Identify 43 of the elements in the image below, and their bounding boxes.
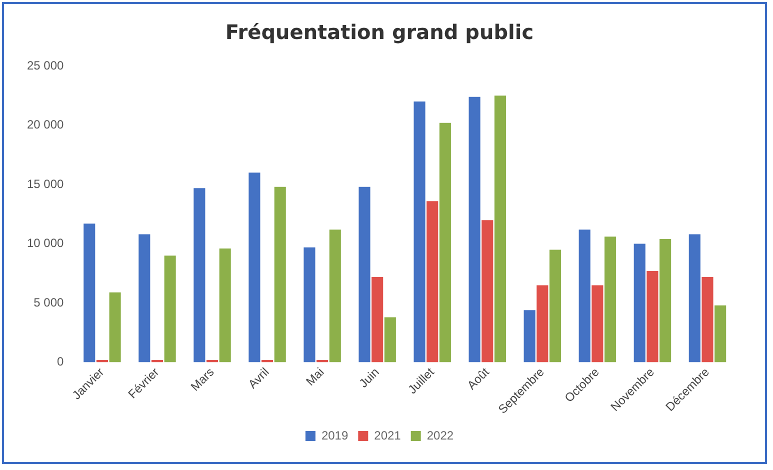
y-tick-label: 5 000	[34, 295, 64, 310]
bar	[482, 220, 494, 362]
bar	[634, 244, 646, 362]
bar	[688, 234, 700, 362]
legend-label: 2021	[374, 428, 402, 442]
x-tick-label: Juin	[356, 364, 382, 390]
bar	[578, 230, 590, 362]
chart-title: Fréquentation grand public	[225, 20, 534, 44]
bar	[109, 292, 121, 362]
bar	[384, 317, 396, 362]
legend-label: 2022	[426, 428, 454, 442]
bar	[248, 172, 260, 362]
bar	[549, 250, 562, 362]
bar	[426, 201, 438, 362]
bar	[714, 305, 726, 362]
bar	[164, 256, 176, 362]
y-tick-label: 0	[57, 354, 64, 369]
x-tick-label: Mai	[303, 364, 327, 389]
bar	[646, 271, 658, 362]
bar	[194, 188, 206, 362]
y-tick-label: 25 000	[27, 58, 64, 72]
bar	[604, 236, 616, 362]
bar	[219, 248, 231, 362]
bar	[274, 186, 286, 362]
bar	[660, 239, 672, 362]
y-tick-label: 15 000	[27, 176, 64, 191]
bar	[84, 224, 96, 362]
y-tick-label: 10 000	[27, 236, 64, 250]
bar	[439, 122, 451, 362]
bar	[592, 285, 604, 362]
bar	[524, 310, 536, 362]
bar	[468, 96, 480, 362]
bar	[414, 102, 426, 362]
bar	[304, 247, 316, 362]
bar	[358, 186, 370, 362]
bar	[372, 276, 384, 362]
bar	[536, 285, 548, 362]
bar	[329, 230, 341, 362]
y-tick-label: 20 000	[27, 118, 64, 132]
bar	[702, 276, 714, 362]
bar	[494, 96, 506, 362]
bar	[138, 234, 150, 362]
legend-label: 2019	[321, 428, 348, 442]
